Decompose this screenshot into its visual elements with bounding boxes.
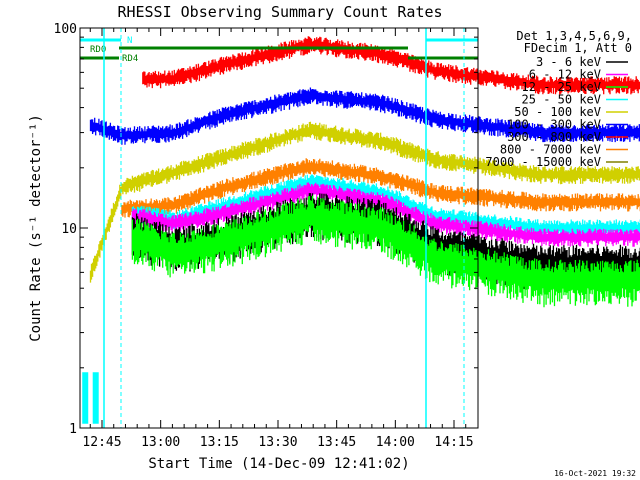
x-tick-label: 14:15 <box>434 435 473 450</box>
x-tick-label: 13:30 <box>258 435 297 450</box>
series-7 <box>121 158 640 218</box>
legend-label-2: 12 - 25 keV <box>522 80 601 94</box>
x-tick-label: 13:15 <box>200 435 239 450</box>
y-tick-label: 100 <box>54 22 77 37</box>
series-line-7 <box>121 158 640 218</box>
series-layer <box>82 36 640 424</box>
series-line-2 <box>131 195 640 308</box>
x-tick-label: 12:45 <box>82 435 121 450</box>
x-tick-label: 14:00 <box>376 435 415 450</box>
legend-label-7: 800 - 7000 keV <box>500 143 601 157</box>
legend-label-4: 50 - 100 keV <box>514 105 601 119</box>
legend-label-3: 25 - 50 keV <box>522 93 601 107</box>
x-tick-label: 13:00 <box>141 435 180 450</box>
flag-rd0-label: RD0 <box>90 45 106 55</box>
legend-header-line1: Det 1,3,4,5,6,9, <box>516 29 632 43</box>
timestamp: 16-Oct-2021 19:32 <box>554 469 636 478</box>
x-axis-label: Start Time (14-Dec-09 12:41:02) <box>148 456 409 472</box>
y-axis-label: Count Rate (s⁻¹ detector⁻¹) <box>28 114 44 342</box>
flag-n-label: N <box>127 36 132 46</box>
y-tick-label: 10 <box>61 222 77 237</box>
axis-layer: 1 10 100 12:45 13:00 13:15 13:30 13:45 14:00 14:1… <box>54 22 478 450</box>
y-tick-label: 1 <box>69 422 77 437</box>
series-line-4 <box>89 121 640 283</box>
series-4 <box>89 121 640 283</box>
series-25-50-pre <box>82 372 99 424</box>
legend-label-0: 3 - 6 keV <box>536 55 601 69</box>
series-line-5 <box>89 87 640 145</box>
x-tick-label: 13:45 <box>317 435 356 450</box>
legend-label-5: 100 - 300 keV <box>507 118 601 132</box>
legend-label-1: 6 - 12 keV <box>529 68 601 82</box>
series-2 <box>131 195 640 308</box>
vertical-markers <box>103 28 465 428</box>
flag-layer: N RD0 RD4 <box>80 36 478 64</box>
series-5 <box>89 87 640 145</box>
legend-label-8: 7000 - 15000 keV <box>485 155 601 169</box>
flag-rd4-label: RD4 <box>122 54 138 64</box>
legend-header-line2: FDecim 1, Att 0 <box>524 41 632 55</box>
chart-title: RHESSI Observing Summary Count Rates <box>117 3 442 21</box>
legend-label-6: 300 - 800 keV <box>507 130 601 144</box>
